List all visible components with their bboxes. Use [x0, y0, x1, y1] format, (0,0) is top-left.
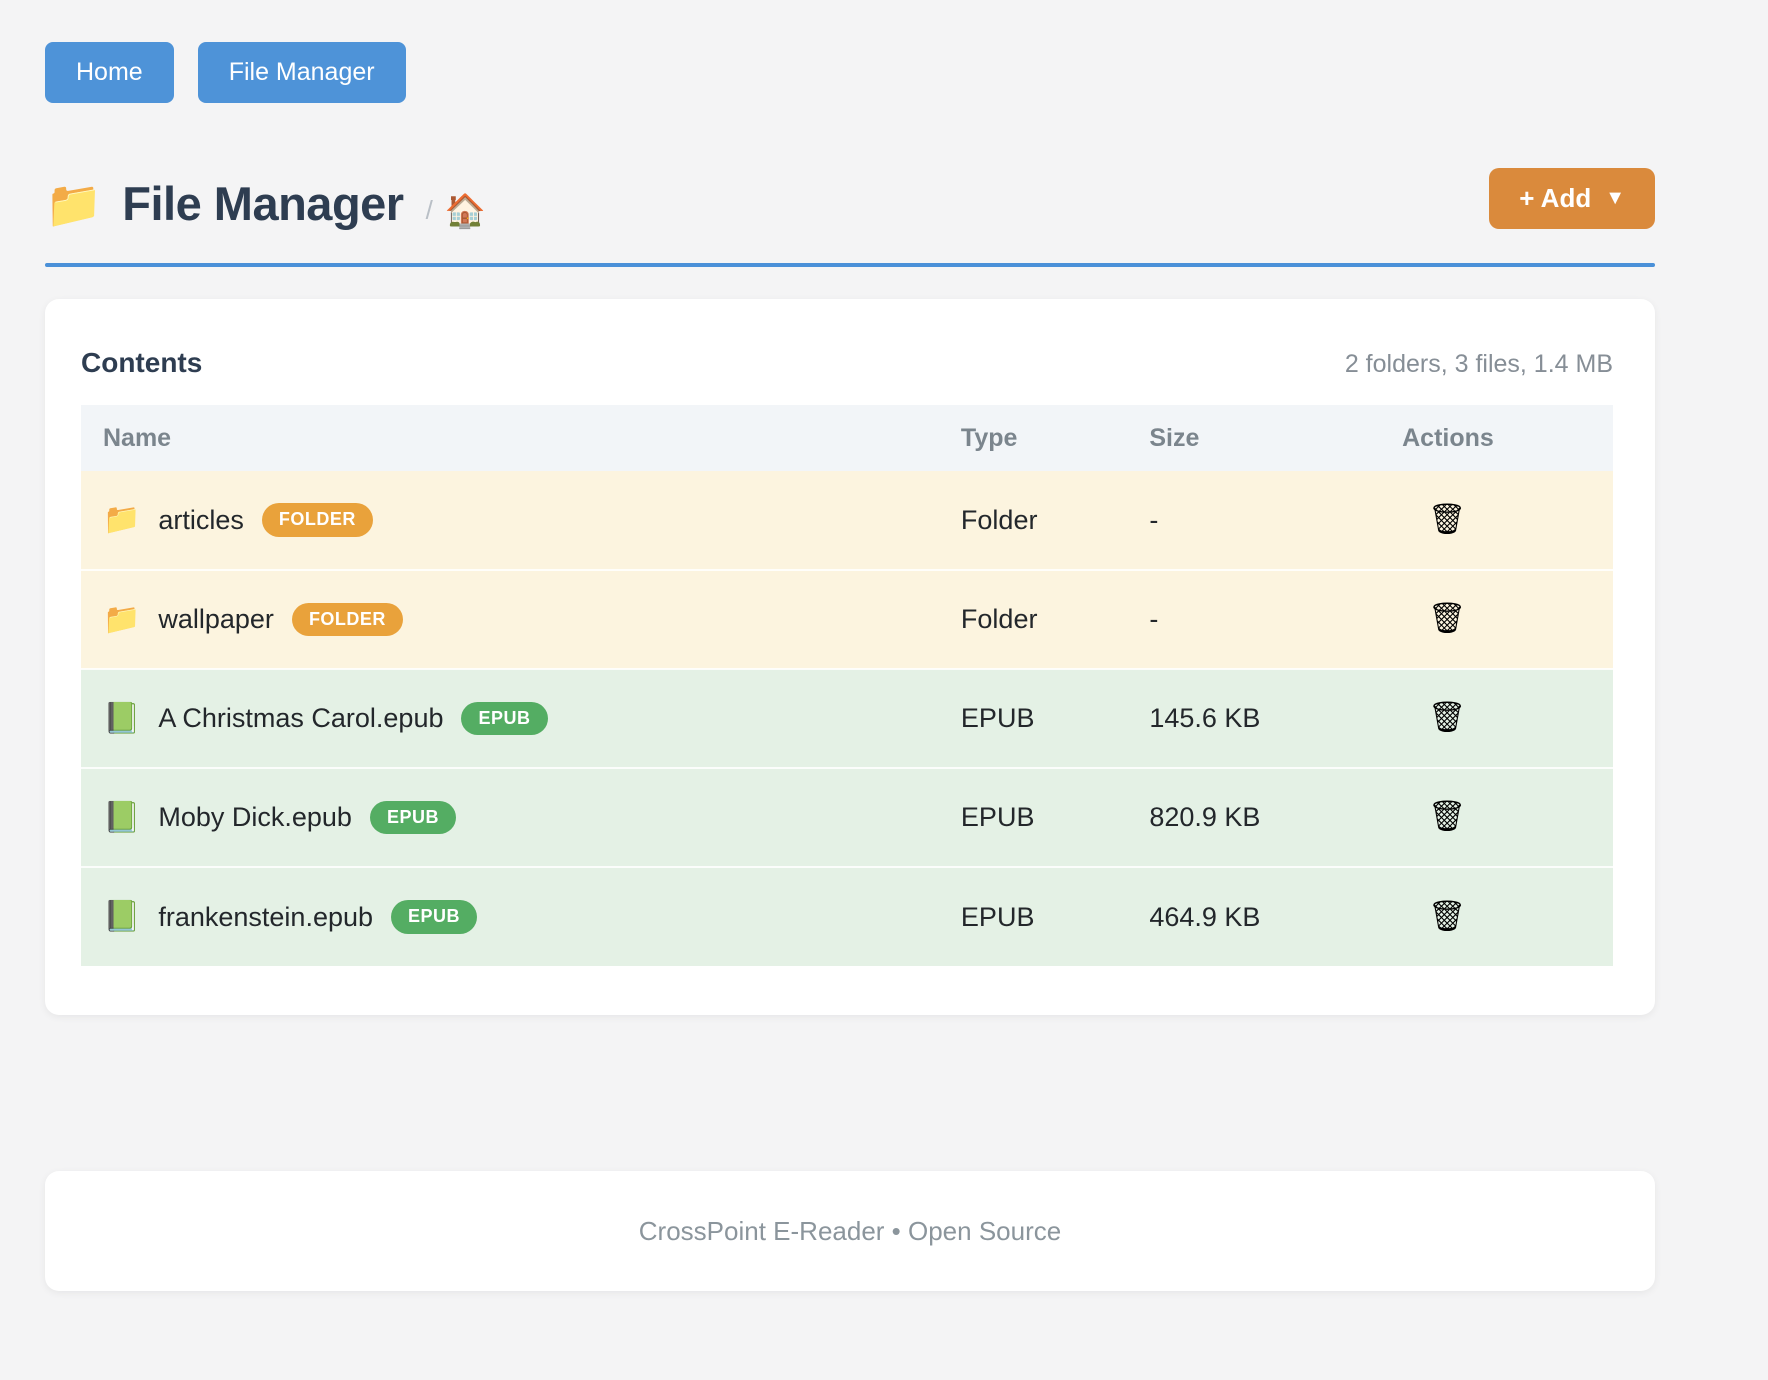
breadcrumb-separator: / — [425, 195, 433, 225]
trash-icon[interactable]: 🗑 — [1428, 800, 1467, 833]
book-icon: 📗 — [103, 900, 141, 933]
column-header-type: Type — [960, 423, 1018, 452]
table-row: 📗 frankenstein.epub EPUB EPUB 464.9 KB 🗑 — [81, 867, 1613, 966]
chevron-down-icon: ▼ — [1605, 187, 1625, 209]
file-name-link[interactable]: frankenstein.epub — [158, 901, 374, 932]
type-badge: EPUB — [391, 900, 478, 934]
column-header-name: Name — [103, 423, 172, 452]
trash-icon[interactable]: 🗑 — [1428, 602, 1467, 635]
nav-home-button[interactable]: Home — [45, 42, 174, 103]
file-size: 464.9 KB — [1149, 901, 1261, 932]
column-header-size: Size — [1149, 423, 1200, 452]
type-badge: EPUB — [369, 800, 456, 835]
home-icon[interactable]: 🏠 — [444, 192, 486, 229]
page-header: 📁 File Manager / 🏠 + Add ▼ — [45, 168, 1655, 231]
file-size: - — [1149, 604, 1159, 634]
column-header-actions: Actions — [1402, 423, 1494, 452]
add-button[interactable]: + Add ▼ — [1489, 168, 1655, 229]
type-badge: FOLDER — [291, 602, 403, 637]
top-nav: Home File Manager — [45, 42, 1655, 103]
file-name-link[interactable]: articles — [158, 504, 244, 535]
title-divider — [45, 263, 1655, 267]
folder-icon: 📁 — [45, 177, 103, 230]
type-badge: EPUB — [461, 701, 548, 736]
file-name-link[interactable]: A Christmas Carol.epub — [158, 703, 444, 733]
file-size: 820.9 KB — [1149, 802, 1261, 832]
trash-icon[interactable]: 🗑 — [1428, 701, 1467, 734]
footer-card: CrossPoint E-Reader • Open Source — [45, 1171, 1655, 1291]
type-badge: FOLDER — [261, 503, 373, 537]
book-icon: 📗 — [103, 701, 141, 735]
nav-file-manager-button[interactable]: File Manager — [197, 42, 406, 103]
table-row: 📗 Moby Dick.epub EPUB EPUB 820.9 KB 🗑 — [81, 768, 1613, 867]
file-type: EPUB — [960, 901, 1035, 932]
table-header-row: Name Type Size Actions — [81, 405, 1613, 471]
file-name-link[interactable]: Moby Dick.epub — [158, 802, 352, 832]
table-row: 📗 A Christmas Carol.epub EPUB EPUB 145.6… — [81, 669, 1613, 768]
contents-summary: 2 folders, 3 files, 1.4 MB — [1344, 350, 1613, 378]
contents-card: Contents 2 folders, 3 files, 1.4 MB Name… — [45, 299, 1655, 1015]
trash-icon[interactable]: 🗑 — [1428, 899, 1467, 933]
book-icon: 📗 — [103, 800, 141, 834]
file-size: - — [1149, 504, 1159, 535]
file-type: Folder — [960, 604, 1038, 634]
trash-icon[interactable]: 🗑 — [1428, 502, 1467, 536]
file-type: EPUB — [960, 703, 1035, 733]
breadcrumb: / 🏠 — [426, 194, 486, 227]
folder-icon: 📁 — [103, 503, 141, 536]
footer-text: CrossPoint E-Reader • Open Source — [638, 1215, 1062, 1246]
file-size: 145.6 KB — [1149, 703, 1261, 733]
file-table: Name Type Size Actions 📁 articles FOLDER… — [81, 405, 1613, 966]
folder-icon: 📁 — [103, 602, 141, 636]
table-row: 📁 wallpaper FOLDER Folder - 🗑 — [81, 570, 1613, 669]
table-row: 📁 articles FOLDER Folder - 🗑 — [81, 471, 1613, 570]
file-type: Folder — [960, 504, 1038, 535]
file-type: EPUB — [960, 802, 1035, 832]
file-name-link[interactable]: wallpaper — [158, 604, 274, 634]
add-button-label: + Add — [1519, 183, 1592, 213]
contents-title: Contents — [81, 347, 203, 378]
page-title: File Manager — [122, 177, 404, 230]
